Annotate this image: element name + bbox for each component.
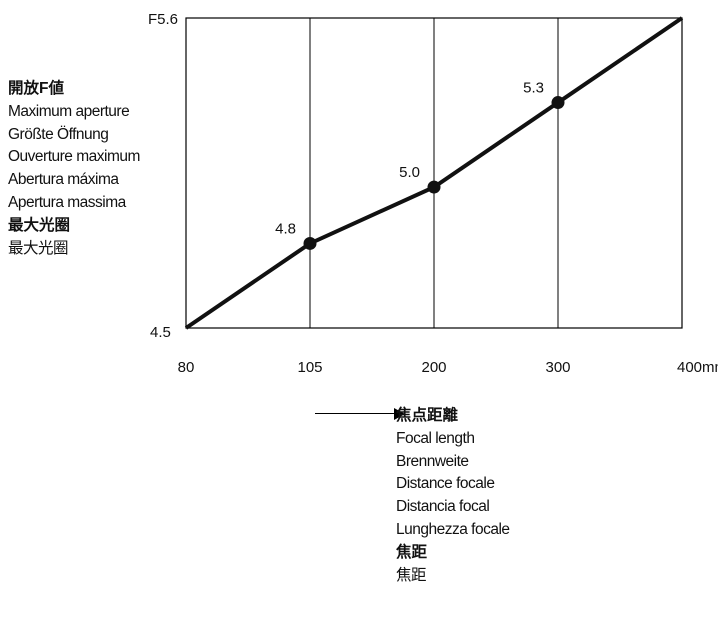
x-tick-labels: 80 105 200 300 400mm [178,359,718,376]
x-label-en: Focal length [396,429,475,447]
x-label-ja: 焦点距離 [396,407,459,424]
x-label-zh-hant: 焦距 [396,543,428,561]
data-point-200 [427,180,441,194]
y-label-de: Größte Öffnung [8,125,109,143]
y-axis-label: 開放F値 Maximum aperture Größte Öffnung Ouv… [8,78,183,260]
x-label-fr: Distance focale [396,475,495,493]
x-tick-400mm: 400mm [677,359,718,376]
y-label-en: Maximum aperture [8,102,130,120]
x-label-es: Distancia focal [396,498,490,516]
data-points: 4.8 5.0 5.3 [275,80,565,250]
y-tick-bottom: 4.5 [150,324,171,341]
data-label-105: 4.8 [275,220,296,237]
y-tick-top: F5.6 [148,11,178,28]
y-label-zh-hans: 最大光圈 [8,239,69,257]
data-label-200: 5.0 [399,164,420,181]
x-label-de: Brennweite [396,452,469,470]
y-label-fr: Ouverture maximum [8,148,140,166]
data-label-300: 5.3 [523,80,544,97]
x-label-zh-hans: 焦距 [396,566,427,584]
y-label-it: Apertura massima [8,193,126,211]
x-tick-200: 200 [421,359,446,376]
x-tick-105: 105 [297,359,322,376]
y-label-es: Abertura máxima [8,171,119,189]
x-axis-arrow-line [315,413,395,414]
x-tick-80: 80 [178,359,195,376]
data-point-105 [303,236,317,250]
x-tick-300: 300 [545,359,570,376]
data-point-300 [551,96,565,110]
x-label-it: Lunghezza focale [396,520,510,538]
gridlines [309,18,559,328]
x-axis-label: 焦点距離 Focal length Brennweite Distance fo… [396,405,596,587]
y-label-zh-hant: 最大光圈 [8,216,71,234]
y-label-ja: 開放F値 [8,80,64,97]
x-axis-arrow-icon [394,408,405,420]
